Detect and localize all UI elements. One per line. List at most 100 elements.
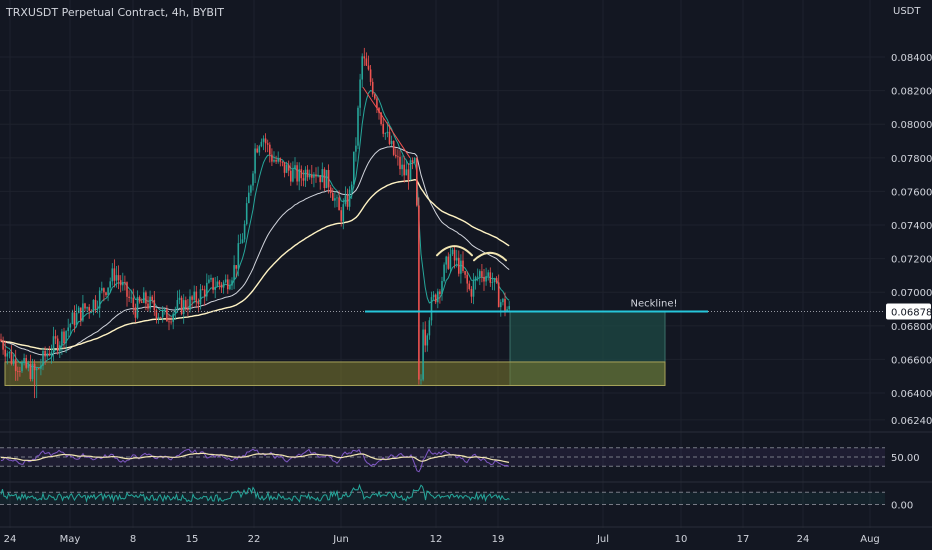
candle-body-156 — [327, 170, 330, 188]
candle-205 — [430, 291, 433, 326]
candle-body-209 — [439, 291, 441, 295]
candle-3 — [6, 350, 9, 365]
candle-145 — [304, 166, 307, 187]
candle-body-76 — [159, 316, 162, 318]
candle-body-196 — [411, 160, 414, 163]
candle-171 — [359, 73, 361, 116]
candle-body-43 — [90, 310, 93, 312]
candle-29 — [61, 328, 63, 355]
candle-body-214 — [449, 254, 452, 269]
candle-158 — [332, 188, 334, 201]
candle-232 — [487, 269, 489, 281]
candle-body-229 — [481, 271, 483, 277]
candle-body-222 — [466, 274, 468, 284]
candle-body-82 — [172, 313, 174, 322]
candle-162 — [340, 206, 342, 227]
candle-body-172 — [361, 56, 363, 80]
candle-body-4 — [8, 351, 11, 354]
candle-211 — [443, 262, 445, 283]
candle-179 — [376, 95, 378, 113]
candle-238 — [500, 299, 502, 317]
candle-body-232 — [487, 272, 489, 277]
candle-195 — [409, 157, 412, 181]
candle-body-225 — [472, 280, 475, 297]
candle-68 — [143, 287, 145, 304]
candle-body-97 — [203, 289, 206, 297]
candle-130 — [273, 151, 275, 163]
candle-body-67 — [140, 301, 143, 303]
current-price-badge — [886, 303, 931, 320]
candle-172 — [361, 53, 363, 88]
candle-body-12 — [25, 358, 27, 368]
candle-43 — [90, 309, 93, 312]
candle-105 — [220, 282, 223, 293]
candle-body-130 — [273, 159, 275, 162]
shoulder-arc-0 — [436, 245, 473, 257]
candle-161 — [338, 190, 340, 211]
candle-body-78 — [164, 309, 166, 311]
candle-94 — [197, 298, 200, 313]
candle-137 — [287, 160, 290, 177]
candle-164 — [344, 186, 347, 207]
candle-body-217 — [455, 257, 458, 261]
candle-body-141 — [296, 165, 298, 182]
candle-body-129 — [271, 154, 273, 162]
candle-body-188 — [395, 154, 397, 157]
candle-body-125 — [262, 138, 265, 142]
candle-10 — [21, 360, 23, 373]
candle-183 — [384, 132, 387, 140]
candle-204 — [428, 317, 431, 340]
candle-200 — [420, 374, 422, 385]
price-axis[interactable]: 0.08400 0.08200 0.08000 0.07800 0.07600 0.074… — [886, 53, 932, 512]
candle-38 — [80, 307, 82, 327]
candle-217 — [455, 249, 458, 268]
price-tick-3: 0.07800 — [891, 154, 932, 165]
time-tick-0: 24 — [4, 534, 17, 545]
candle-49 — [103, 287, 105, 302]
candle-body-159 — [334, 198, 336, 201]
candle-body-50 — [105, 292, 107, 296]
candle-body-70 — [147, 303, 149, 309]
candle-216 — [453, 245, 456, 269]
candle-body-3 — [6, 353, 9, 357]
price-tick-2: 0.08000 — [891, 120, 932, 131]
candle-144 — [302, 170, 305, 187]
candle-body-134 — [281, 161, 284, 163]
candle-body-65 — [136, 297, 139, 318]
candle-2 — [4, 340, 6, 363]
candle-126 — [264, 133, 267, 153]
candle-body-236 — [495, 278, 498, 283]
time-axis[interactable]: 24 May 8 15 22 Jun 12 19 Jul 10 17 24 Aug — [4, 534, 880, 545]
candle-114 — [239, 233, 242, 244]
candle-body-60 — [126, 282, 128, 297]
ema-mid-line — [0, 146, 510, 356]
currency-label: USDT — [893, 6, 921, 17]
time-tick-2: 8 — [130, 534, 136, 545]
candle-119 — [250, 184, 252, 196]
candle-body-46 — [96, 308, 99, 310]
candle-body-109 — [229, 285, 231, 290]
candle-189 — [397, 149, 399, 166]
candle-100 — [210, 274, 212, 283]
candle-body-32 — [67, 327, 69, 332]
candle-233 — [489, 267, 492, 287]
candle-body-108 — [227, 279, 229, 290]
candle-226 — [474, 275, 477, 290]
candle-99 — [208, 275, 210, 284]
candle-body-28 — [59, 345, 61, 352]
candle-134 — [281, 161, 284, 167]
candle-70 — [147, 296, 149, 312]
candle-239 — [502, 297, 504, 306]
candle-1 — [2, 336, 4, 355]
candle-132 — [277, 151, 279, 164]
candle-55 — [115, 265, 118, 288]
candle-body-242 — [508, 306, 510, 310]
candle-129 — [271, 148, 273, 166]
candle-body-16 — [33, 363, 36, 371]
candle-body-1 — [2, 341, 4, 350]
candle-224 — [470, 286, 473, 304]
candle-147 — [308, 169, 311, 180]
candle-210 — [441, 276, 443, 301]
candle-107 — [224, 274, 227, 284]
